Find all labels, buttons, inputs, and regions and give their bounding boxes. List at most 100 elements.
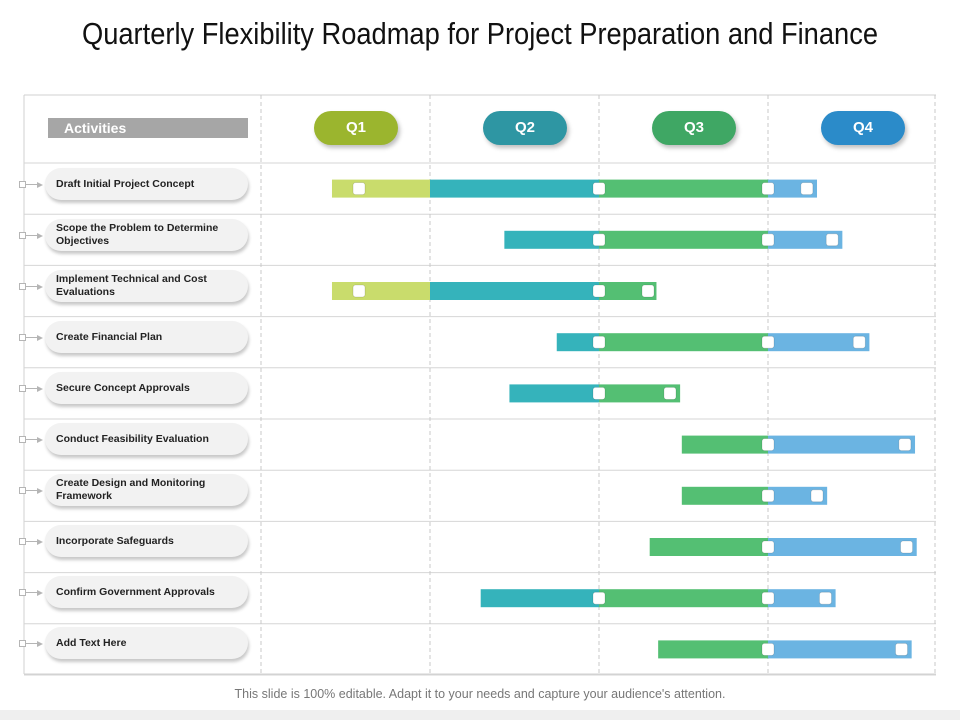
milestone-marker [663, 386, 677, 400]
milestone-marker [761, 438, 775, 452]
bullet-square-icon [19, 283, 26, 290]
bar-segment-q3 [599, 333, 768, 352]
bar-segment-q3 [681, 435, 768, 454]
footer-note: This slide is 100% editable. Adapt it to… [234, 687, 726, 701]
arrow-right-icon [37, 437, 43, 443]
milestone-marker [592, 591, 606, 605]
activity-label: Implement Technical and Cost Evaluations [56, 273, 207, 298]
bar-segment-q3 [681, 486, 768, 505]
activities-header: Activities [48, 118, 248, 138]
milestone-marker [592, 386, 606, 400]
bar-segment-q4 [768, 538, 917, 556]
bullet-square-icon [19, 436, 26, 443]
arrow-right-icon [37, 539, 43, 545]
milestone-marker [592, 335, 606, 349]
connector-line [26, 643, 38, 644]
connector-line [26, 337, 38, 338]
arrow-right-icon [37, 284, 43, 290]
bullet-square-icon [19, 334, 26, 341]
milestone-marker [592, 284, 606, 298]
connector-line [26, 439, 38, 440]
page-title: Quarterly Flexibility Roadmap for Projec… [81, 16, 879, 51]
activity-label: Incorporate Safeguards [56, 534, 174, 547]
bar-segment-q3 [599, 589, 768, 608]
bar-segment-q4 [768, 435, 916, 454]
bar-segment-q3 [658, 640, 768, 659]
connector-line [26, 592, 38, 593]
bullet-square-icon [19, 385, 26, 392]
milestone-marker [761, 591, 775, 605]
bullet-square-icon [19, 640, 26, 647]
activity-label: Create Financial Plan [56, 330, 163, 343]
quarter-q2-pill: Q2 [483, 111, 567, 145]
connector-line [26, 541, 38, 542]
milestone-marker [800, 182, 814, 196]
arrow-right-icon [37, 641, 43, 647]
connector-line [26, 235, 38, 236]
bullet-square-icon [19, 538, 26, 545]
milestone-marker [761, 540, 775, 554]
activity-label: Conduct Feasibility Evaluation [56, 432, 209, 445]
bar-segment-q2 [430, 282, 599, 300]
milestone-marker [761, 335, 775, 349]
milestone-marker [352, 182, 366, 196]
bar-segment-q4 [768, 333, 870, 352]
activity-label: Scope the Problem to Determine Objective… [56, 222, 219, 247]
milestone-marker [825, 233, 839, 247]
bar-segment-q2 [430, 179, 599, 198]
arrow-right-icon [37, 386, 43, 392]
activity-pill: Create Design and Monitoring Framework [45, 474, 248, 506]
activity-pill: Add Text Here [45, 627, 248, 659]
activity-pill: Implement Technical and Cost Evaluations [45, 270, 248, 302]
activity-pill: Confirm Government Approvals [45, 576, 248, 608]
arrow-right-icon [37, 488, 43, 494]
milestone-marker [900, 540, 913, 554]
activity-pill: Scope the Problem to Determine Objective… [45, 219, 248, 251]
bullet-square-icon [19, 232, 26, 239]
bar-segment-q4 [768, 640, 912, 659]
connector-line [26, 490, 38, 491]
bar-segment-q1 [331, 179, 430, 198]
milestone-marker [761, 643, 775, 656]
bar-segment-q2 [509, 384, 599, 403]
activity-label: Confirm Government Approvals [56, 585, 215, 598]
milestone-marker [592, 233, 606, 247]
milestone-marker [761, 489, 775, 503]
bar-segment-q2 [504, 230, 599, 249]
connector-line [26, 286, 38, 287]
quarter-q3-pill: Q3 [652, 111, 736, 145]
arrow-right-icon [37, 590, 43, 596]
activity-pill: Incorporate Safeguards [45, 525, 248, 557]
connector-line [26, 184, 38, 185]
bar-segment-q4 [768, 230, 843, 249]
milestone-marker [819, 591, 832, 605]
activity-label: Secure Concept Approvals [56, 381, 190, 394]
activity-pill: Conduct Feasibility Evaluation [45, 423, 248, 455]
arrow-right-icon [37, 233, 43, 239]
bullet-square-icon [19, 487, 26, 494]
bar-segment-q3 [649, 538, 768, 556]
milestone-marker [852, 335, 866, 349]
milestone-marker [592, 182, 606, 196]
milestone-marker [761, 233, 775, 247]
bar-segment-q3 [599, 179, 768, 198]
arrow-right-icon [37, 182, 43, 188]
milestone-marker [898, 438, 912, 452]
quarter-q1-pill: Q1 [314, 111, 398, 145]
activity-pill: Secure Concept Approvals [45, 372, 248, 404]
arrow-right-icon [37, 335, 43, 341]
bullet-square-icon [19, 181, 26, 188]
bar-segment-q3 [599, 384, 681, 403]
bar-segment-q1 [331, 282, 430, 300]
milestone-marker [810, 489, 824, 503]
activity-pill: Draft Initial Project Concept [45, 168, 248, 200]
activity-label: Draft Initial Project Concept [56, 177, 195, 190]
bar-segment-q3 [599, 282, 657, 300]
connector-line [26, 388, 38, 389]
activity-label: Create Design and Monitoring Framework [56, 477, 206, 502]
bullet-square-icon [19, 589, 26, 596]
milestone-marker [761, 182, 775, 196]
milestone-marker [895, 643, 908, 656]
bar-segment-q2 [480, 589, 599, 608]
